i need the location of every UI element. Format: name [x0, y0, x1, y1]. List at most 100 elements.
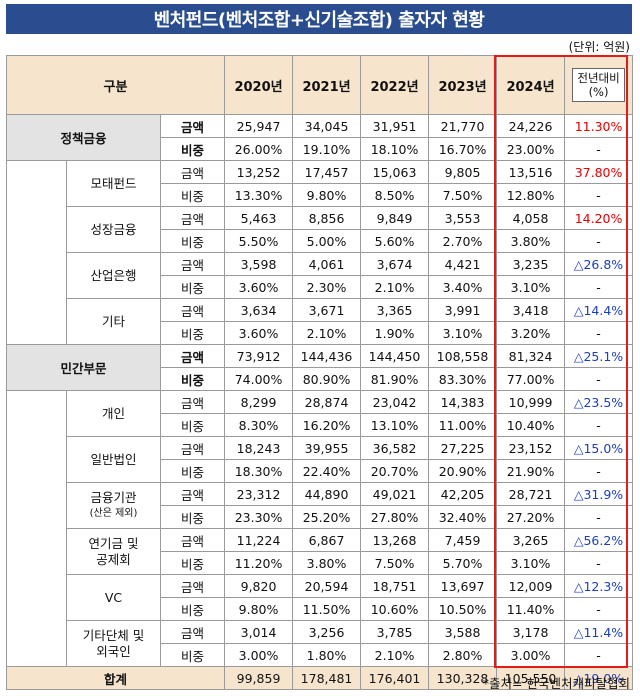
table-row: 산업은행 금액 3,598 4,061 3,674 4,421 3,235 △26.8% — [7, 252, 634, 299]
value-cell: 3.00% — [496, 643, 566, 667]
value-cell: 19.10% — [292, 137, 362, 161]
page-title: 벤처펀드(벤처조합+신기술조합) 출자자 현황 — [6, 4, 632, 34]
value-cell: 5,463 — [224, 206, 294, 230]
yoy-cell: 11.30% — [564, 114, 634, 138]
indent-cell — [6, 390, 67, 667]
value-cell: 21,770 — [428, 114, 498, 138]
sub-label: 산업은행 — [66, 252, 161, 299]
sub-label-line: 개인 — [101, 405, 125, 421]
header-year: 2022년 — [360, 55, 430, 115]
yoy-cell: - — [564, 505, 634, 529]
yoy-cell: △11.4% — [564, 620, 634, 644]
value-cell: 18.30% — [224, 459, 294, 483]
metric-label: 금액 — [159, 206, 226, 230]
metric-label: 금액 — [159, 620, 226, 644]
value-cell: 81.90% — [360, 367, 430, 391]
yoy-cell: △15.0% — [564, 436, 634, 460]
value-cell: 3,418 — [496, 298, 566, 322]
value-cell: 11.20% — [224, 551, 294, 575]
value-cell: 3.10% — [496, 551, 566, 575]
value-cell: 5.50% — [224, 229, 294, 253]
value-cell: 9,820 — [224, 574, 294, 598]
sub-label-line: 일반법인 — [90, 451, 137, 467]
yoy-cell: - — [564, 643, 634, 667]
value-cell: 9,849 — [360, 206, 430, 230]
header-year: 2020년 — [224, 55, 294, 115]
sub-label-line: (산은 제외) — [89, 507, 138, 519]
metric-label: 비중 — [159, 321, 226, 345]
value-cell: 108,558 — [428, 344, 498, 368]
value-cell: 2.10% — [292, 321, 362, 345]
value-cell: 8.50% — [360, 183, 430, 207]
value-cell: 3,671 — [292, 298, 362, 322]
value-cell: 16.20% — [292, 413, 362, 437]
value-cell: 27.20% — [496, 505, 566, 529]
table-row: 비중 9.80% 11.50% 10.60% 10.50% 11.40% - — [7, 597, 634, 621]
yoy-cell: △26.8% — [564, 252, 634, 276]
value-cell: 99,859 — [224, 666, 294, 690]
source-note: *출처= 한국벤처캐피탈협회 — [482, 676, 630, 691]
metric-label: 비중 — [159, 551, 226, 575]
table-row: 모태펀드 금액 13,252 17,457 15,063 9,805 13,516 37.80… — [6, 160, 634, 345]
table-body: 정책금융 금액 25,947 34,045 31,951 21,770 24,226 11.3… — [5, 114, 634, 690]
value-cell: 14,383 — [428, 390, 498, 414]
value-cell: 4,058 — [496, 206, 566, 230]
yoy-box: 전년대비 (%) — [572, 68, 625, 102]
table-row: 기타 금액 3,634 3,671 3,365 3,991 3,418 △14.4% — [7, 298, 634, 345]
table-row: 비중 18.30% 22.40% 20.70% 20.90% 21.90% - — [7, 459, 634, 483]
sub-label-line: 공제회 — [96, 551, 131, 567]
metric-label: 비중 — [159, 367, 226, 391]
metric-label: 금액 — [159, 390, 226, 414]
value-cell: 44,890 — [292, 482, 362, 506]
sub-label-line: 기타 — [101, 313, 125, 329]
value-cell: 23.30% — [224, 505, 294, 529]
value-cell: 9.80% — [224, 597, 294, 621]
value-cell: 28,874 — [292, 390, 362, 414]
total-label: 합계 — [5, 666, 226, 690]
yoy-cell: - — [564, 367, 634, 391]
value-cell: 23.00% — [496, 137, 566, 161]
value-cell: 17,457 — [292, 160, 362, 184]
sub-label-line: 금융기관 — [90, 489, 137, 505]
value-cell: 12.80% — [496, 183, 566, 207]
value-cell: 3.80% — [292, 551, 362, 575]
value-cell: 8,299 — [224, 390, 294, 414]
sub-label: VC — [66, 574, 161, 621]
table-row: 민간부문 금액 73,912 144,436 144,450 108,558 81,324 △… — [6, 344, 634, 391]
sub-label-line: VC — [104, 589, 123, 605]
value-cell: 36,582 — [360, 436, 430, 460]
table-row: 개인 금액 8,299 28,874 23,042 14,383 10,999 △23.5% — [6, 390, 634, 667]
value-cell: 3.10% — [428, 321, 498, 345]
value-cell: 80.90% — [292, 367, 362, 391]
sub-label-line: 산업은행 — [90, 267, 137, 283]
value-cell: 49,021 — [360, 482, 430, 506]
table-row: 비중 13.30% 9.80% 8.50% 7.50% 12.80% - — [7, 183, 634, 207]
value-cell: 2.10% — [360, 275, 430, 299]
value-cell: 13,268 — [360, 528, 430, 552]
value-cell: 31,951 — [360, 114, 430, 138]
value-cell: 3,991 — [428, 298, 498, 322]
yoy-cell: - — [564, 459, 634, 483]
value-cell: 28,721 — [496, 482, 566, 506]
value-cell: 5.70% — [428, 551, 498, 575]
value-cell: 3.60% — [224, 275, 294, 299]
value-cell: 23,042 — [360, 390, 430, 414]
value-cell: 23,152 — [496, 436, 566, 460]
sub-label-line: 성장금융 — [90, 221, 137, 237]
yoy-cell: △25.1% — [564, 344, 634, 368]
sub-label: 개인 — [66, 390, 161, 437]
table-row: 기타단체 및 외국인 금액 3,014 3,256 3,785 3,588 3,178 △11.… — [7, 620, 634, 667]
table-row: 일반법인 금액 18,243 39,955 36,582 27,225 23,152 △15.… — [7, 436, 634, 483]
table-row: 비중 3.00% 1.80% 2.10% 2.80% 3.00% - — [7, 643, 634, 667]
value-cell: 6,867 — [292, 528, 362, 552]
value-cell: 20.90% — [428, 459, 498, 483]
metric-label: 금액 — [159, 436, 226, 460]
metric-label: 비중 — [159, 137, 226, 161]
yoy-cell: - — [564, 275, 634, 299]
metric-label: 금액 — [159, 574, 226, 598]
value-cell: 34,045 — [292, 114, 362, 138]
value-cell: 3,235 — [496, 252, 566, 276]
value-cell: 7,459 — [428, 528, 498, 552]
value-cell: 18,751 — [360, 574, 430, 598]
header-category: 구분 — [5, 55, 226, 115]
